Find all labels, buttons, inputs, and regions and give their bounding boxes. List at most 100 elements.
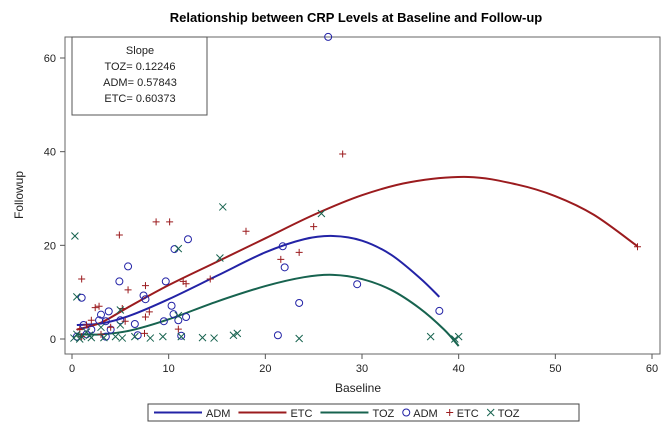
legend-swatch-etc-plus [446, 409, 454, 416]
point-adm [278, 242, 287, 251]
point-toz [317, 209, 326, 218]
point-adm [295, 298, 304, 307]
point-adm [133, 331, 142, 340]
x-tick-label: 50 [549, 363, 561, 375]
point-toz [174, 311, 183, 320]
point-toz [130, 332, 139, 341]
x-tick-label: 40 [453, 363, 465, 375]
legend-label-adm-circle: ADM [413, 408, 437, 420]
point-toz [100, 333, 108, 342]
point-toz [116, 321, 125, 329]
point-toz [198, 333, 207, 342]
point-toz [426, 332, 435, 341]
point-adm [141, 295, 150, 304]
point-etc [145, 308, 153, 316]
point-adm [353, 280, 362, 289]
inset-box [71, 36, 208, 116]
fit-line-adm [76, 234, 441, 326]
point-toz [295, 334, 304, 343]
legend-label-etc-line: ETC [290, 408, 312, 420]
point-etc [95, 302, 103, 310]
legend-swatch-toz-x [486, 408, 495, 417]
point-adm [174, 316, 183, 325]
point-etc [87, 316, 95, 324]
fit-line-toz [76, 273, 460, 347]
fit-line-etc [76, 175, 639, 331]
point-adm [97, 310, 105, 319]
point-adm [115, 277, 124, 286]
inset-slope-adm: ADM= 0.57843 [103, 77, 177, 89]
point-adm [182, 312, 191, 321]
point-adm [116, 316, 125, 325]
x-tick-label: 0 [69, 363, 75, 375]
inset-slope-toz: TOZ= 0.12246 [104, 61, 175, 73]
point-toz [72, 330, 81, 339]
inset-slope-etc: ETC= 0.60373 [104, 93, 175, 105]
point-etc [141, 282, 149, 290]
x-tick-label: 30 [356, 363, 368, 375]
point-etc [339, 150, 347, 158]
point-etc [634, 243, 641, 251]
slope-inset: Slope TOZ= 0.12246 ADM= 0.57843 ETC= 0.6… [71, 36, 208, 116]
point-toz [159, 332, 167, 341]
point-etc [166, 218, 174, 226]
x-axis-label: Baseline [335, 381, 381, 395]
legend-label-toz-line: TOZ [372, 408, 394, 420]
point-toz [218, 203, 227, 211]
y-tick-label: 0 [50, 334, 56, 346]
point-toz [210, 334, 218, 342]
x-tick-label: 60 [646, 363, 658, 375]
x-tick-label: 10 [163, 363, 175, 375]
point-toz [146, 334, 155, 342]
point-toz [75, 335, 84, 343]
point-etc [174, 325, 182, 333]
point-adm [184, 235, 192, 244]
chart-title: Relationship between CRP Levels at Basel… [170, 10, 543, 25]
point-adm [77, 293, 86, 302]
point-adm [167, 301, 176, 310]
point-toz [72, 292, 81, 301]
point-toz [116, 306, 125, 314]
point-toz [450, 335, 459, 343]
point-etc [310, 223, 318, 231]
point-adm [273, 331, 282, 340]
point-etc [242, 227, 250, 235]
point-etc [124, 286, 132, 294]
inset-title: Slope [126, 45, 154, 57]
point-etc [91, 304, 99, 312]
point-etc [107, 323, 115, 331]
point-etc [295, 248, 303, 256]
legend-label-adm-line: ADM [206, 408, 230, 420]
point-etc [83, 321, 90, 329]
point-adm [161, 277, 170, 286]
point-adm [280, 263, 289, 272]
point-adm [139, 291, 148, 300]
point-etc [78, 275, 86, 283]
x-tick-label: 20 [259, 363, 271, 375]
point-toz [71, 232, 79, 240]
point-etc [121, 317, 129, 325]
point-adm [95, 316, 104, 325]
point-etc [152, 218, 160, 226]
point-etc [277, 255, 285, 263]
point-adm [324, 32, 333, 41]
point-toz [174, 244, 183, 253]
point-adm [130, 320, 139, 329]
point-etc [182, 280, 190, 288]
point-toz [97, 323, 105, 332]
point-adm [124, 262, 133, 271]
point-toz [118, 334, 127, 342]
y-tick-label: 20 [44, 240, 56, 252]
point-etc [115, 231, 123, 239]
point-toz [229, 331, 238, 340]
point-adm [435, 306, 444, 315]
point-etc [141, 313, 149, 321]
point-adm [104, 307, 113, 316]
point-toz [85, 331, 94, 340]
point-toz [111, 332, 120, 341]
point-adm [159, 317, 168, 326]
y-axis-label: Followup [12, 171, 26, 219]
legend-label-toz-x: TOZ [498, 408, 520, 420]
